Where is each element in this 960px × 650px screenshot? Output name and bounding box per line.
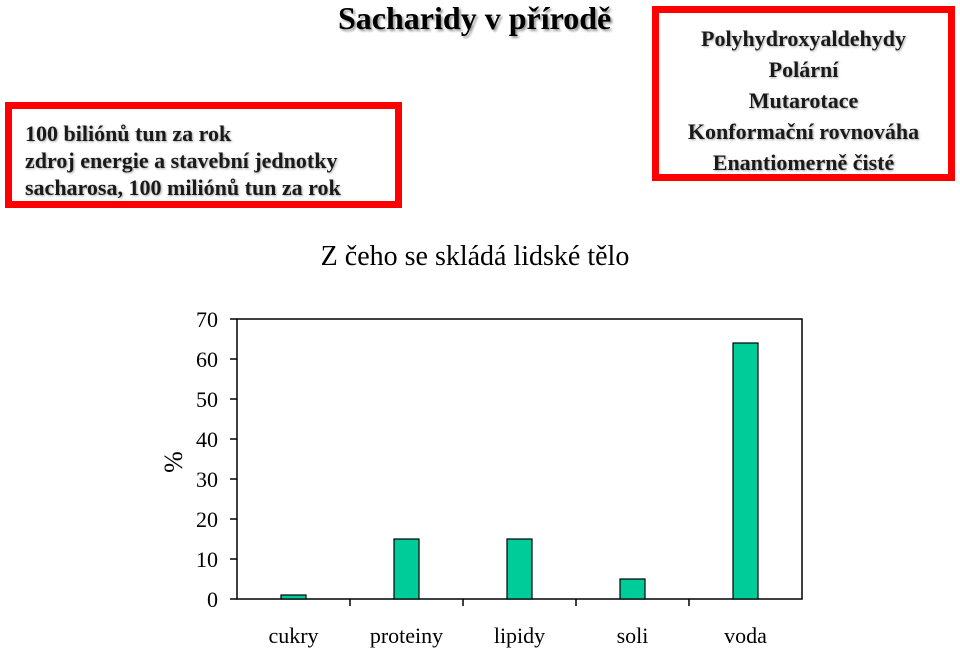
y-tick-label-1: 10 bbox=[196, 547, 218, 572]
y-tick-label-4: 40 bbox=[196, 427, 218, 452]
y-tick-label-7: 70 bbox=[196, 307, 218, 332]
y-tick-label-3: 30 bbox=[196, 467, 218, 492]
bar-soli bbox=[619, 578, 646, 600]
bar-voda bbox=[732, 342, 759, 600]
x-category-label-voda: voda bbox=[724, 623, 767, 648]
y-tick-label-6: 60 bbox=[196, 347, 218, 372]
x-category-label-proteiny: proteiny bbox=[370, 623, 443, 648]
left-box-line-1: 100 biliónů tun za rok bbox=[25, 121, 232, 146]
y-tick-label-0: 0 bbox=[207, 587, 218, 612]
bar-proteiny bbox=[393, 538, 420, 600]
x-category-label-lipidy: lipidy bbox=[494, 623, 545, 648]
right-box-line-3: Mutarotace bbox=[748, 88, 859, 113]
x-category-label-cukry: cukry bbox=[268, 623, 318, 648]
plot-area: 0 10 20 30 40 50 60 70 cukry proteiny lipidy soli vo… bbox=[196, 307, 803, 648]
left-info-box: 100 biliónů tun za rok zdroj energie a s… bbox=[5, 102, 402, 208]
slide-title: Sacharidy v přírodě bbox=[338, 0, 612, 36]
left-box-line-3: sacharosa, 100 miliónů tun za rok bbox=[25, 175, 341, 200]
right-box-line-1: Polyhydroxyaldehydy bbox=[701, 26, 906, 51]
y-tick-label-2: 20 bbox=[196, 507, 218, 532]
y-tick-label-5: 50 bbox=[196, 387, 218, 412]
x-category-label-soli: soli bbox=[617, 623, 649, 648]
left-box-line-2: zdroj energie a stavební jednotky bbox=[25, 148, 338, 173]
right-box-line-4: Konformační rovnováha bbox=[687, 119, 920, 144]
right-box-line-2: Polární bbox=[768, 57, 839, 82]
bar-lipidy bbox=[506, 538, 533, 600]
chart-title: Z čeho se skládá lidské tělo bbox=[321, 241, 630, 272]
right-box-line-5: Enantiomerně čisté bbox=[712, 150, 895, 175]
y-axis-label: % bbox=[159, 451, 188, 473]
bar-cukry bbox=[280, 594, 307, 600]
right-properties-box: Polyhydroxyaldehydy Polární Mutarotace K… bbox=[652, 6, 955, 181]
